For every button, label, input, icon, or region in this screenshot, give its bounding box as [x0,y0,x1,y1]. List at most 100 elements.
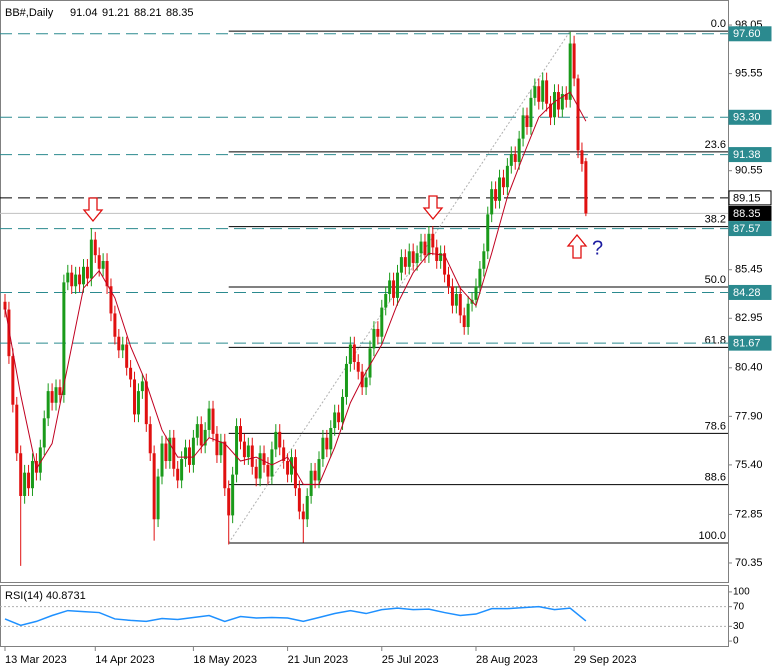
candle-body [191,437,195,465]
candle-body [301,511,305,520]
plot: 91.04 91.21 88.21 88.3598.0595.5590.5585.45… [0,7,772,666]
x-tick-label: 28 Aug 2023 [476,654,538,666]
candle-body [552,92,556,118]
candle-body [509,154,513,166]
candle-body [97,255,101,269]
candle-body [388,280,392,295]
candle-body [74,274,78,287]
candle-body [180,459,184,481]
level-label: 81.67 [733,338,761,350]
fibo-label: 0.0 [711,18,726,30]
candle-body [54,387,58,403]
x-tick-label: 25 Jul 2023 [382,654,439,666]
level-box [728,284,772,300]
candle-body [439,253,443,261]
candle-body [27,472,31,489]
candle-body [254,466,258,479]
level-box [728,335,772,351]
candle-body [38,447,42,473]
level-box [728,109,772,125]
candle-body [156,476,160,520]
candle-body [66,272,70,283]
candle-body [105,260,109,287]
candle-body [309,470,313,496]
candle-body [250,445,254,467]
candle-body [274,431,278,450]
candle-body [572,43,576,79]
y-tick-label: 80.40 [735,362,763,374]
candle-body [46,391,50,419]
candle-body [486,214,490,252]
candle-body [348,344,352,364]
chart-title: BB#,Daily [5,7,54,19]
rsi-line [4,605,587,627]
candle-body [62,282,66,395]
candle-body [152,453,156,520]
x-tick-label: 29 Sep 2023 [574,654,636,666]
candle-body [317,459,321,481]
candle-body [478,268,482,287]
candle-body [144,381,148,425]
fibo-label: 50.0 [705,274,726,286]
candle-body [211,408,215,434]
candle-body [235,426,239,475]
up-arrow [566,233,588,259]
candle-body [407,251,411,267]
header-value: 91.21 [102,7,130,19]
candle-body [23,472,27,496]
annotation: ? [592,237,603,259]
candle-body [541,80,545,102]
candle-body [187,447,191,465]
fibo-trend [228,30,571,544]
candle-body [431,233,435,248]
candle-body [101,260,105,269]
candle-body [117,336,121,351]
moving-average [4,91,587,485]
header-value: 88.35 [166,7,194,19]
candle-body [172,437,176,469]
candle-body [333,412,337,429]
y-tick-label: 0 [733,636,739,647]
candle-body [325,437,329,450]
candle-body [227,488,231,516]
fibo-label: 61.8 [705,334,726,346]
level-box [728,26,772,42]
candle-body [3,301,7,310]
x-tick-label: 13 Mar 2023 [5,654,67,666]
candle-body [207,408,211,430]
candle-body [415,253,419,263]
y-tick-label: 77.90 [735,410,763,422]
candle-body [399,257,403,273]
candle-body [466,303,470,328]
candle-body [368,348,372,378]
rsi-title: RSI(14) 40.8731 [5,590,86,602]
rsi-panel [0,585,729,647]
y-tick-label: 90.55 [735,165,763,177]
level-label: 97.60 [733,28,761,40]
header-value: 91.04 [70,7,98,19]
y-tick-label: 100 [733,587,750,598]
level-box [728,221,772,237]
candle-body [525,115,529,128]
level-box [728,190,772,206]
candle-body [344,363,348,397]
y-tick-label: 75.40 [735,459,763,471]
fibo-label: 38.2 [705,214,726,226]
candle-body [517,138,521,162]
candle-body [58,387,62,395]
candle-body [395,272,399,298]
candle-body [482,251,486,269]
candle-body [113,313,117,337]
candle-body [564,93,568,100]
level-box [728,205,772,221]
candle-body [129,367,133,380]
candle-body [270,449,274,477]
candle-body [580,150,584,164]
candle-body [231,474,235,516]
candle-body [42,418,46,448]
candle-body [521,115,525,139]
header-value: 88.21 [134,7,162,19]
y-tick-label: 82.95 [735,312,763,324]
candle-body [411,251,415,263]
